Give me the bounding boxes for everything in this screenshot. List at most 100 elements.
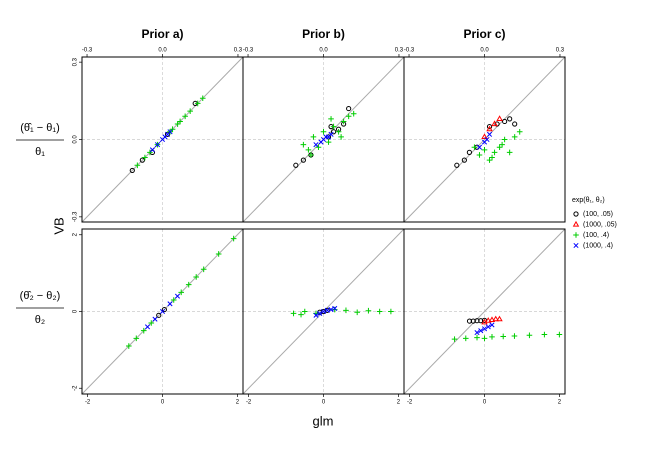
x-tick-label: 0 [483, 400, 487, 406]
point [167, 129, 173, 135]
point [340, 118, 347, 125]
point [496, 144, 503, 151]
point [484, 317, 492, 323]
point [486, 157, 493, 163]
point [308, 152, 314, 158]
point [350, 110, 357, 117]
point [320, 308, 327, 315]
x-tick-label: 0.3 [234, 48, 243, 54]
row-label-numerator: (θ̂₁ − θ₁) [20, 122, 60, 134]
point [338, 134, 344, 140]
point [152, 316, 158, 322]
legend-marker [573, 242, 579, 249]
point [315, 144, 322, 151]
x-tick-label: -2 [246, 400, 252, 406]
point [301, 308, 308, 315]
legend-label: (100, .05) [583, 211, 613, 218]
point [178, 289, 185, 296]
point [507, 116, 513, 122]
x-tick-label: 0.3 [395, 48, 404, 54]
point [174, 121, 181, 127]
point [354, 309, 360, 316]
y-tick-label: 0 [73, 309, 79, 313]
point [148, 320, 155, 326]
point [170, 297, 177, 303]
point [496, 115, 503, 121]
point [474, 334, 480, 341]
point [376, 308, 383, 315]
point [317, 310, 323, 316]
point [478, 328, 484, 334]
point [174, 293, 181, 299]
y-tick-label: 0.0 [73, 135, 79, 144]
column-title: Prior c) [463, 27, 505, 41]
point [492, 315, 499, 322]
point [466, 149, 473, 155]
point [290, 310, 297, 317]
y-tick-label: -0.3 [73, 211, 79, 222]
point [345, 113, 352, 120]
point [481, 133, 488, 140]
point [129, 167, 135, 174]
point [511, 134, 518, 140]
point [313, 312, 319, 318]
point [300, 157, 306, 163]
y-tick-label: -2 [73, 385, 79, 391]
y-tick-label: 2 [73, 232, 79, 236]
row-label-denominator: θ₁ [35, 146, 45, 158]
legend-marker [573, 211, 579, 217]
point [310, 134, 317, 140]
x-tick-label: 2 [558, 400, 562, 406]
point [134, 162, 141, 169]
point [332, 305, 338, 311]
x-tick-label: 0.3 [556, 48, 565, 54]
point [140, 327, 147, 334]
point [489, 322, 495, 328]
point [491, 120, 498, 127]
point [324, 307, 330, 313]
row-label-numerator: (θ̂₂ − θ₂) [20, 290, 61, 302]
point [182, 113, 188, 120]
x-tick-label: 2 [236, 400, 240, 406]
column-title: Prior a) [141, 27, 183, 41]
point [298, 311, 304, 318]
point [489, 154, 495, 161]
point [488, 316, 496, 323]
point [330, 123, 337, 130]
point [305, 147, 312, 153]
point [516, 128, 523, 135]
point [230, 235, 237, 242]
legend-marker [572, 220, 580, 227]
point [177, 118, 183, 125]
x-tick-label: 0 [322, 400, 326, 406]
legend-label: (1000, .4) [583, 242, 613, 249]
point [156, 312, 162, 318]
column-title: Prior b) [302, 27, 345, 41]
point [501, 136, 508, 143]
point [484, 136, 490, 143]
point [365, 307, 372, 314]
point [541, 331, 548, 338]
point [500, 333, 507, 340]
x-tick-label: -0.3 [243, 48, 254, 54]
legend-marker [573, 232, 579, 238]
legend-label: (1000, .05) [583, 221, 617, 228]
point [215, 251, 222, 257]
point [496, 315, 503, 322]
y-tick-label: 0.3 [73, 57, 79, 66]
point [486, 131, 493, 137]
point [320, 128, 327, 135]
x-tick-label: -2 [85, 400, 91, 406]
point [481, 147, 488, 153]
point [388, 308, 394, 315]
point [481, 335, 488, 342]
point [200, 266, 207, 273]
legend-title: exp(θ₁, θ₂) [572, 197, 605, 204]
point [485, 324, 491, 330]
point [154, 142, 161, 148]
point [526, 332, 533, 339]
point [343, 307, 349, 314]
point [474, 330, 480, 336]
